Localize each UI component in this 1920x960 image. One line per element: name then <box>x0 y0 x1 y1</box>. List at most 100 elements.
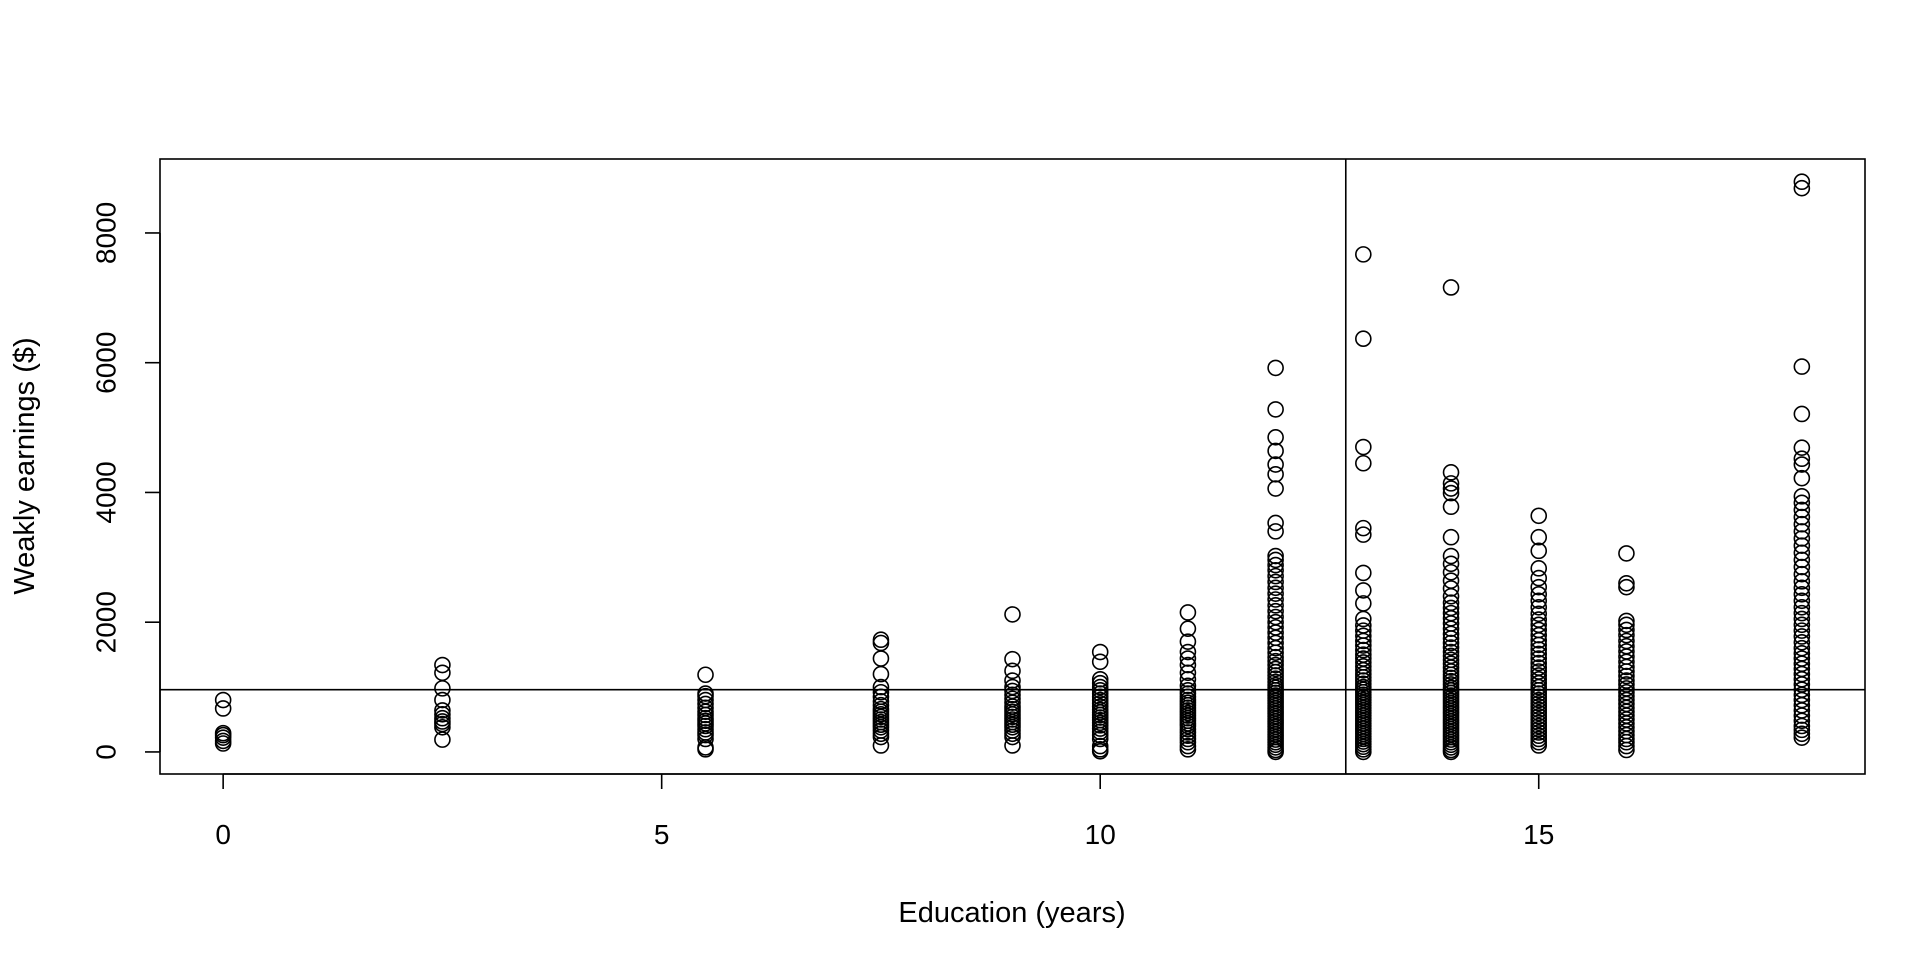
data-point <box>872 634 890 652</box>
data-point <box>872 631 890 649</box>
data-point <box>1179 633 1197 650</box>
data-point <box>1267 591 1284 608</box>
data-point <box>214 691 232 709</box>
data-point <box>1530 670 1548 688</box>
data-point <box>1442 655 1460 673</box>
data-point <box>1530 578 1548 596</box>
data-point <box>872 683 890 701</box>
data-point <box>1618 643 1635 660</box>
data-point <box>1618 672 1635 689</box>
y-tick-label: 6000 <box>90 332 121 394</box>
x-axis: 0 5 10 15 <box>215 773 1554 850</box>
data-point <box>1267 579 1284 597</box>
data-point <box>1530 598 1548 616</box>
data-point <box>1618 578 1635 596</box>
data-point <box>1793 610 1811 628</box>
y-tick-label: 8000 <box>90 202 121 264</box>
data-point <box>1793 450 1811 468</box>
data-point <box>1530 592 1548 610</box>
data-point <box>1530 663 1548 680</box>
data-point <box>1179 670 1197 688</box>
data-point <box>1267 619 1284 636</box>
data-point <box>1793 358 1811 375</box>
data-point <box>434 709 451 727</box>
data-point <box>1530 605 1548 623</box>
data-point <box>1530 659 1548 676</box>
data-point <box>1355 658 1372 675</box>
data-point <box>1355 438 1372 456</box>
data-point <box>1793 628 1811 645</box>
data-point <box>1091 653 1109 671</box>
data-point <box>1530 616 1548 634</box>
y-tick-label: 4000 <box>90 461 121 523</box>
data-point <box>1793 650 1811 667</box>
reference-lines <box>160 159 1865 774</box>
data-point <box>1091 730 1109 748</box>
data-point <box>1355 617 1372 634</box>
data-point <box>1267 514 1284 532</box>
data-point <box>1442 475 1460 492</box>
data-point <box>1442 484 1460 502</box>
data-point <box>1442 651 1460 669</box>
x-axis-title: Education (years) <box>898 897 1125 929</box>
data-point <box>1793 179 1811 197</box>
data-point <box>1267 480 1284 497</box>
data-point <box>1793 592 1811 610</box>
data-point <box>1267 660 1284 678</box>
plot-frame <box>159 158 1866 775</box>
data-point <box>1267 597 1284 614</box>
data-point <box>1530 621 1548 639</box>
data-point <box>1618 616 1635 634</box>
data-point <box>1004 690 1021 708</box>
data-points <box>214 173 1811 761</box>
data-point <box>1267 465 1284 483</box>
data-point <box>1442 604 1460 622</box>
data-point <box>1618 574 1635 592</box>
data-point <box>1091 674 1109 692</box>
data-point <box>1793 604 1811 622</box>
data-point <box>872 678 890 696</box>
data-point <box>1793 586 1811 603</box>
data-point <box>1355 246 1372 263</box>
data-point <box>1618 632 1635 650</box>
data-point <box>1355 650 1372 667</box>
data-point <box>1793 634 1811 651</box>
data-point <box>1442 464 1460 481</box>
data-point <box>1267 573 1284 591</box>
data-point <box>1793 469 1811 487</box>
data-point <box>1267 652 1284 670</box>
data-point <box>1618 545 1635 562</box>
data-point <box>1267 585 1284 602</box>
data-point <box>1530 569 1548 587</box>
data-point <box>1004 662 1021 680</box>
data-point <box>1179 682 1197 699</box>
data-point <box>1355 582 1372 599</box>
data-point <box>214 700 232 717</box>
data-point <box>1530 528 1548 546</box>
data-point <box>1179 677 1197 695</box>
data-point <box>434 664 451 682</box>
data-point <box>1793 456 1811 473</box>
data-point <box>1793 645 1811 662</box>
y-tick-label: 0 <box>90 744 121 760</box>
y-axis-title: Weakly earnings ($) <box>9 337 41 594</box>
data-point <box>1793 501 1811 519</box>
data-point <box>1091 678 1109 696</box>
data-point <box>1179 737 1197 755</box>
data-point <box>1618 676 1635 693</box>
y-tick-label: 2000 <box>90 591 121 653</box>
data-point <box>1267 359 1284 377</box>
data-point <box>1355 610 1372 628</box>
data-point <box>1355 654 1372 671</box>
data-point <box>1530 645 1548 663</box>
data-point <box>1442 572 1460 589</box>
data-point <box>434 680 451 697</box>
data-point <box>1442 547 1460 565</box>
data-point <box>1530 542 1548 560</box>
data-point <box>1793 173 1811 191</box>
data-point <box>872 696 890 714</box>
data-point <box>1793 439 1811 456</box>
data-point <box>1793 494 1811 512</box>
data-point <box>1267 656 1284 674</box>
